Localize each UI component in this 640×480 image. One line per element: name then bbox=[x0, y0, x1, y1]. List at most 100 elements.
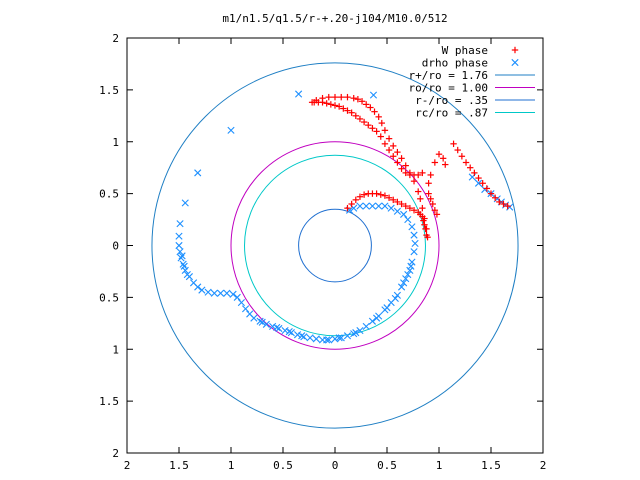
data-point bbox=[411, 239, 419, 248]
y-tick-label: 0.5 bbox=[99, 291, 119, 304]
data-point bbox=[487, 190, 495, 197]
data-point bbox=[423, 231, 430, 239]
data-point bbox=[331, 335, 339, 343]
data-point bbox=[356, 326, 364, 335]
data-point bbox=[194, 283, 202, 291]
x-tick-label: 1.5 bbox=[481, 459, 501, 472]
data-point bbox=[408, 258, 416, 266]
data-point bbox=[344, 107, 351, 114]
data-point bbox=[385, 135, 393, 142]
data-point bbox=[331, 102, 339, 109]
data-point bbox=[343, 332, 352, 340]
legend-label: ro/ro = 1.00 bbox=[409, 82, 488, 95]
data-point bbox=[400, 210, 408, 218]
data-point bbox=[237, 298, 245, 307]
data-point bbox=[365, 121, 372, 129]
data-point bbox=[319, 99, 326, 106]
data-point bbox=[262, 320, 270, 328]
data-point bbox=[331, 93, 339, 101]
x-tick-label: 0 bbox=[332, 459, 339, 472]
data-point bbox=[387, 204, 395, 212]
data-point bbox=[419, 169, 426, 177]
data-point bbox=[178, 252, 186, 260]
series-w-phase bbox=[308, 93, 511, 241]
legend-label: rc/ro = .87 bbox=[415, 107, 488, 120]
data-point bbox=[393, 291, 401, 299]
data-point bbox=[325, 93, 332, 101]
data-point bbox=[431, 159, 439, 166]
data-point bbox=[400, 279, 408, 287]
data-point bbox=[241, 305, 250, 313]
data-point bbox=[406, 266, 414, 274]
data-series bbox=[175, 90, 514, 344]
y-tick-label: 1 bbox=[112, 343, 119, 356]
x-tick-label: 1 bbox=[436, 459, 443, 472]
data-point bbox=[368, 317, 377, 325]
data-point bbox=[462, 159, 470, 166]
legend-label: drho phase bbox=[422, 57, 488, 70]
x-tick-label: 1 bbox=[228, 459, 235, 472]
data-point bbox=[393, 207, 401, 215]
data-point bbox=[340, 105, 347, 112]
data-point bbox=[397, 283, 406, 291]
data-point bbox=[362, 202, 370, 210]
legend-label: W phase bbox=[442, 44, 488, 57]
y-tick-label: 2 bbox=[112, 447, 119, 460]
legend-label: r-/ro = .35 bbox=[415, 94, 488, 107]
data-point bbox=[410, 231, 418, 239]
data-point bbox=[454, 146, 461, 154]
data-point bbox=[425, 180, 432, 187]
data-point bbox=[223, 289, 231, 297]
data-point bbox=[439, 155, 447, 162]
data-point bbox=[442, 161, 449, 168]
data-point bbox=[325, 336, 333, 344]
data-point bbox=[300, 333, 308, 341]
data-point bbox=[287, 329, 295, 337]
data-point bbox=[176, 248, 184, 256]
data-point bbox=[496, 198, 503, 206]
reference-circle-2 bbox=[230, 141, 440, 350]
data-point bbox=[402, 169, 409, 177]
data-point bbox=[350, 330, 358, 338]
data-point bbox=[204, 288, 212, 296]
data-point bbox=[369, 125, 376, 132]
data-point bbox=[385, 146, 393, 154]
data-point bbox=[362, 322, 370, 331]
data-point bbox=[356, 202, 364, 210]
data-point bbox=[198, 286, 206, 294]
legend-label: r+/ro = 1.76 bbox=[409, 69, 488, 82]
data-point bbox=[406, 204, 414, 212]
data-point bbox=[181, 266, 189, 274]
x-tick-label: 0.5 bbox=[377, 459, 397, 472]
data-point bbox=[269, 322, 277, 331]
data-point bbox=[415, 171, 422, 179]
chart-title: m1/n1.5/q1.5/r-+.20-j104/M10.0/512 bbox=[222, 12, 447, 25]
data-point bbox=[373, 128, 380, 135]
data-point bbox=[312, 335, 320, 343]
data-point bbox=[344, 204, 351, 212]
data-point bbox=[323, 100, 330, 107]
data-point bbox=[337, 334, 345, 342]
data-point bbox=[250, 314, 258, 322]
data-point bbox=[258, 318, 266, 326]
data-point bbox=[354, 96, 362, 103]
legend-marker bbox=[511, 46, 519, 54]
data-point bbox=[368, 202, 377, 210]
data-point bbox=[181, 199, 189, 207]
data-point bbox=[394, 148, 401, 156]
data-point bbox=[417, 195, 424, 203]
data-point bbox=[378, 119, 385, 127]
data-point bbox=[194, 169, 202, 177]
data-point bbox=[285, 328, 293, 336]
data-point bbox=[298, 332, 306, 340]
y-tick-label: 0.5 bbox=[99, 188, 119, 201]
data-point bbox=[410, 207, 418, 214]
data-point bbox=[180, 262, 188, 270]
y-tick-label: 1.5 bbox=[99, 395, 119, 408]
data-point bbox=[402, 202, 409, 210]
data-point bbox=[293, 331, 302, 339]
data-point bbox=[407, 262, 415, 270]
data-point bbox=[422, 225, 429, 233]
y-tick-label: 1 bbox=[112, 136, 119, 149]
